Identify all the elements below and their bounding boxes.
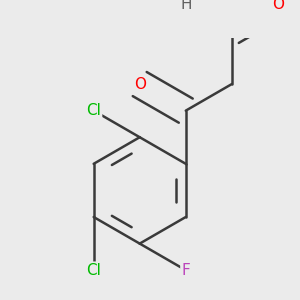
Text: F: F: [182, 263, 190, 278]
Text: Cl: Cl: [86, 263, 101, 278]
Text: O: O: [272, 0, 284, 12]
Text: H: H: [180, 0, 191, 12]
Text: O: O: [134, 76, 146, 92]
Text: Cl: Cl: [86, 103, 101, 118]
